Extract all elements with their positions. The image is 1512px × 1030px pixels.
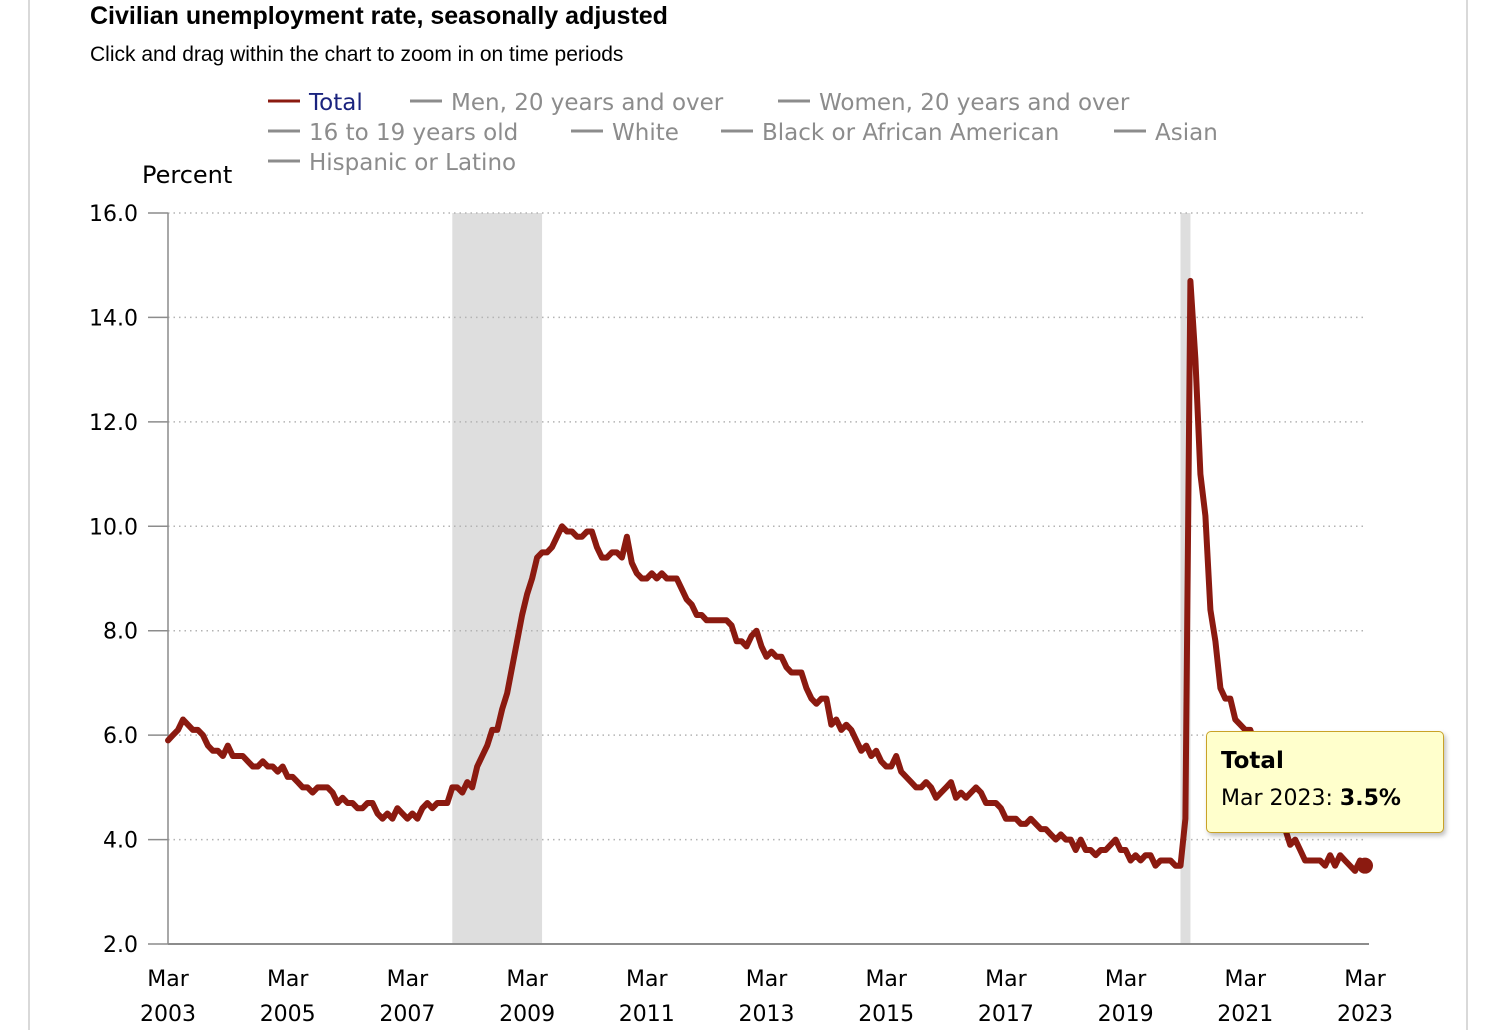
highlight-point-marker[interactable] [1357, 857, 1373, 874]
y-tick-label-7: 2.0 [103, 933, 138, 958]
axes [167, 213, 1369, 945]
x-tick-year-5: 2013 [739, 1002, 795, 1027]
tooltip-series-name: Total [1221, 748, 1284, 774]
left-frame-border [28, 0, 30, 1030]
x-tick-year-0: 2003 [140, 1002, 196, 1027]
x-tick-month-5: Mar [746, 967, 788, 992]
x-tick-year-1: 2005 [260, 1002, 316, 1027]
x-tick-month-8: Mar [1105, 967, 1147, 992]
tooltip-date-label: Mar 2023: [1221, 786, 1333, 811]
legend-item-1[interactable]: Men, 20 years and over [451, 90, 724, 116]
x-tick-month-9: Mar [1225, 967, 1267, 992]
x-tick-month-3: Mar [506, 967, 548, 992]
legend-item-7[interactable]: Hispanic or Latino [309, 150, 516, 176]
gridlines [148, 212, 1365, 945]
y-tick-label-1: 14.0 [89, 306, 138, 331]
x-tick-month-0: Mar [147, 967, 189, 992]
right-frame-border [1466, 0, 1468, 1030]
x-tick-month-6: Mar [865, 967, 907, 992]
legend-item-5[interactable]: Black or African American [762, 120, 1059, 146]
y-tick-label-5: 6.0 [103, 724, 138, 749]
x-tick-year-4: 2011 [619, 1002, 675, 1027]
x-tick-year-9: 2021 [1217, 1002, 1273, 1027]
data-tooltip: Total Mar 2023: 3.5% [1206, 731, 1444, 833]
x-tick-month-7: Mar [985, 967, 1027, 992]
y-axis-label: Percent [142, 161, 232, 189]
legend: Total Men, 20 years and over Women, 20 yea… [268, 90, 1218, 176]
recession-bands [452, 213, 1191, 944]
x-tick-year-8: 2019 [1098, 1002, 1154, 1027]
x-tick-month-4: Mar [626, 967, 668, 992]
tooltip-body: Mar 2023: 3.5% [1221, 786, 1401, 811]
x-tick-month-2: Mar [387, 967, 429, 992]
legend-item-2[interactable]: Women, 20 years and over [819, 90, 1130, 116]
y-tick-label-6: 4.0 [103, 829, 138, 854]
x-tick-month-10: Mar [1344, 967, 1386, 992]
legend-item-4[interactable]: White [612, 120, 679, 146]
chart-title: Civilian unemployment rate, seasonally a… [90, 2, 668, 30]
y-tick-label-0: 16.0 [89, 202, 138, 227]
series-total[interactable] [165, 277, 1373, 874]
x-tick-year-6: 2015 [858, 1002, 914, 1027]
series-line-0[interactable] [165, 277, 1368, 874]
tooltip-value: 3.5% [1339, 786, 1401, 811]
y-tick-label-3: 10.0 [89, 515, 138, 540]
x-tick-month-1: Mar [267, 967, 309, 992]
legend-item-6[interactable]: Asian [1155, 120, 1218, 146]
x-tick-year-3: 2009 [499, 1002, 555, 1027]
chart-subtitle: Click and drag within the chart to zoom … [90, 43, 624, 66]
y-tick-label-2: 12.0 [89, 411, 138, 436]
x-tick-year-10: 2023 [1337, 1002, 1393, 1027]
legend-item-0[interactable]: Total [308, 90, 363, 116]
x-tick-year-2: 2007 [379, 1002, 435, 1027]
y-tick-labels: 16.0 14.0 12.0 10.0 8.0 6.0 4.0 2.0 [89, 202, 138, 958]
y-tick-label-4: 8.0 [103, 620, 138, 645]
legend-item-3[interactable]: 16 to 19 years old [309, 120, 518, 146]
recession-band-0 [452, 213, 543, 944]
x-tick-labels: Mar 2003 Mar 2005 Mar 2007 Mar 2009 Mar 2011 Mar 20… [140, 967, 1393, 1027]
x-tick-year-7: 2017 [978, 1002, 1034, 1027]
